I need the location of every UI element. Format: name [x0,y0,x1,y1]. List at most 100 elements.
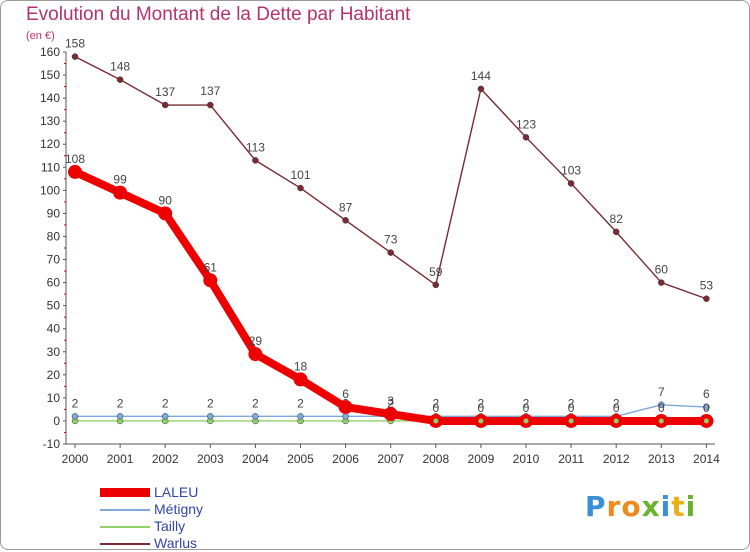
data-label: 2 [523,396,530,410]
data-label: 0 [658,401,665,415]
logo-letter: i [660,490,672,523]
data-point [522,134,530,141]
data-point [113,185,128,200]
data-label: 53 [700,279,714,293]
legend-item-laleu: LALEU [100,484,300,501]
data-label: 0 [703,401,710,415]
data-label: 103 [561,163,581,177]
data-point [297,184,304,192]
legend-swatch-metigny [100,509,150,511]
data-point [203,273,218,288]
data-label: 73 [384,233,398,247]
proxiti-logo: Proxiti [585,490,696,523]
y-tick-label: 140 [40,91,60,105]
y-tick-label: 120 [40,137,60,151]
x-tick-label: 2000 [62,452,89,466]
data-label: 2 [432,396,439,410]
data-point-inner [703,418,709,424]
data-label: 2 [387,396,394,410]
data-point-inner [433,418,439,424]
legend-label-metigny: Métigny [154,501,204,517]
data-label: 61 [204,260,218,274]
data-label: 137 [200,84,220,98]
data-label: 6 [703,387,710,401]
data-point-inner [613,418,619,424]
data-label: 0 [613,401,620,415]
y-tick-label: 50 [47,299,61,313]
logo-letter: i [685,490,697,523]
data-point [161,101,169,109]
legend-label-warlus: Warlus [154,535,198,551]
data-point [68,164,82,179]
data-point [116,413,124,420]
data-label: 2 [297,396,304,410]
data-label: 137 [155,85,175,99]
x-tick-label: 2008 [422,452,449,466]
y-tick-label: 0 [53,414,60,428]
data-point [703,403,710,411]
data-point [383,407,398,422]
data-label: 108 [65,152,85,166]
data-point [338,400,353,415]
data-label: 0 [523,401,530,415]
data-label: 2 [162,396,169,410]
x-tick-label: 2010 [513,452,540,466]
y-tick-label: -10 [43,437,61,451]
data-label: 90 [159,193,173,207]
x-tick-label: 2007 [377,452,404,466]
data-point [567,180,575,187]
logo-letter: x [641,490,661,523]
y-tick-label: 130 [40,114,60,128]
y-tick-label: 40 [47,322,61,336]
x-tick-label: 2003 [197,452,224,466]
data-point-inner [478,418,484,424]
data-label: 2 [613,396,620,410]
data-point [387,249,394,256]
x-tick-label: 2006 [332,452,359,466]
data-label: 0 [568,401,575,415]
data-label: 0 [432,401,439,415]
data-point-inner [568,418,574,424]
y-tick-label: 70 [47,253,61,267]
y-tick-label: 150 [40,68,60,82]
x-tick-label: 2001 [107,452,134,466]
data-point [658,279,665,286]
data-label: 99 [113,173,127,187]
data-point [293,372,308,387]
y-tick-label: 160 [40,45,60,59]
data-point [297,413,304,420]
x-tick-label: 2013 [648,452,675,466]
x-tick-label: 2009 [468,452,495,466]
data-point [116,76,124,83]
legend-item-warlus: Warlus [100,535,300,552]
logo-letter: o [621,490,642,523]
data-label: 2 [252,396,259,410]
data-label: 2 [568,396,575,410]
legend: LALEU Métigny Tailly Warlus [100,484,300,552]
data-label: 60 [655,263,669,277]
y-tick-label: 110 [41,160,60,174]
data-point [342,217,349,224]
legend-label-tailly: Tailly [154,518,186,534]
legend-item-metigny: Métigny [100,501,300,518]
data-label: 113 [246,140,265,154]
data-point [612,228,620,236]
data-point [71,413,79,420]
data-label: 0 [478,401,485,415]
y-tick-label: 60 [47,276,61,290]
y-tick-label: 30 [47,345,61,359]
y-tick-label: 10 [47,391,61,405]
data-label: 7 [658,385,665,399]
y-tick-label: 100 [40,183,60,197]
data-label: 59 [429,265,443,279]
data-point [252,157,259,164]
logo-letter: t [671,490,686,523]
y-tick-label: 80 [47,229,61,243]
data-point [252,413,259,420]
data-label: 2 [478,396,485,410]
data-point-inner [523,418,529,424]
data-label: 29 [249,334,263,348]
unit-label: (en €) [26,30,55,42]
